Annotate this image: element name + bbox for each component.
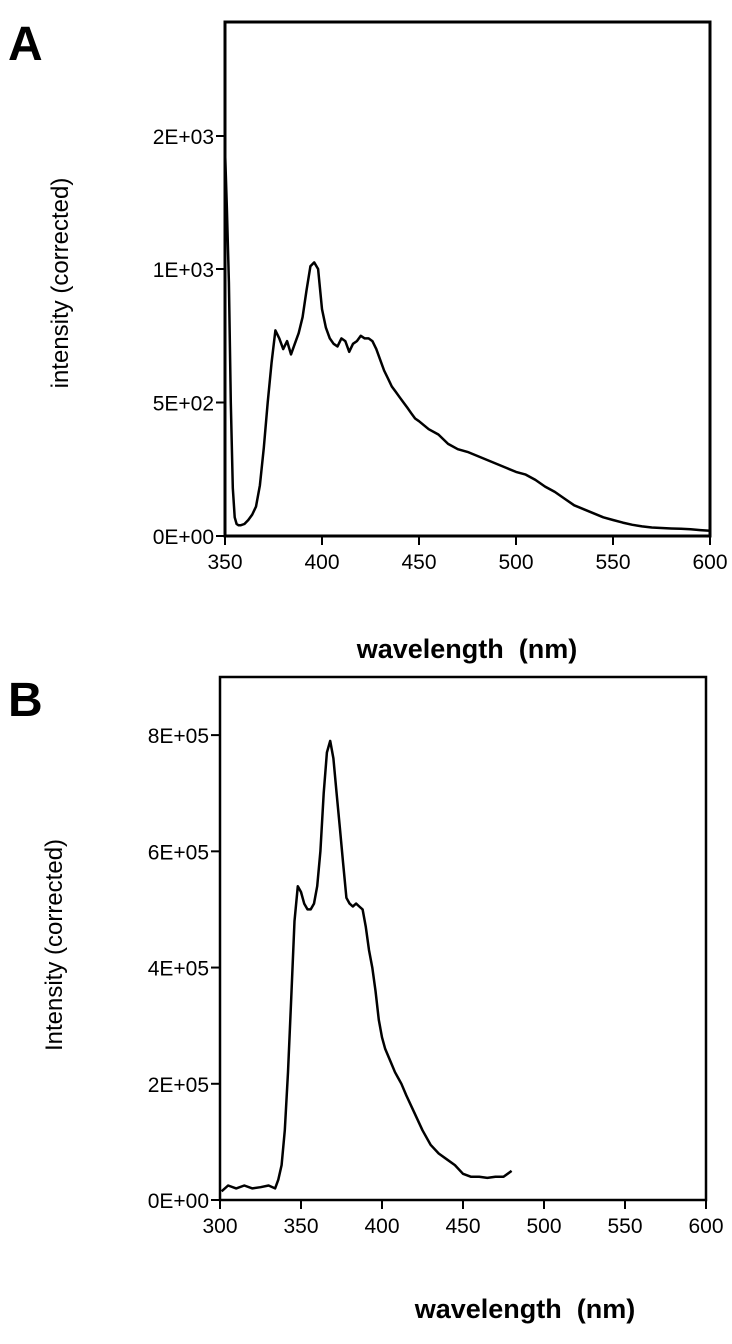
y-tick-label: 5E+02	[153, 393, 214, 416]
x-tick-label: 450	[445, 1215, 480, 1238]
panel-a-y-axis-label: intensity (corrected)	[47, 178, 74, 389]
x-tick-label: 450	[401, 551, 436, 574]
x-tick-label: 350	[207, 551, 242, 574]
panel-b-y-axis: 0E+00 2E+05 4E+05 6E+05 8E+05	[148, 725, 220, 1213]
panel-a-x-axis: 350 400 450 500 550 600	[207, 536, 728, 574]
y-tick-label: 2E+05	[148, 1074, 209, 1097]
x-tick-label: 600	[692, 551, 727, 574]
panel-a-y-axis: 0E+00 5E+02 1E+03 2E+03	[153, 126, 225, 549]
x-tick-label: 400	[304, 551, 339, 574]
panel-a-label: A	[8, 18, 43, 71]
panel-b-series-line	[220, 739, 513, 1193]
x-tick-label: 500	[498, 551, 533, 574]
x-tick-label: 300	[202, 1215, 237, 1238]
x-tick-label: 500	[526, 1215, 561, 1238]
y-tick-label: 1E+03	[153, 259, 214, 282]
panel-b-x-axis: 300 350 400 450 500 550 600	[202, 1200, 724, 1238]
x-tick-label: 600	[688, 1215, 723, 1238]
panel-b-y-axis-label: Intensity (corrected)	[41, 839, 68, 1051]
x-tick-label: 400	[364, 1215, 399, 1238]
y-tick-label: 2E+03	[153, 126, 214, 149]
y-tick-label: 0E+00	[148, 1190, 209, 1213]
panel-b-x-axis-label: wavelength (nm)	[414, 1294, 636, 1324]
panel-a-x-axis-label: wavelength (nm)	[356, 634, 578, 664]
x-tick-label: 550	[607, 1215, 642, 1238]
y-tick-label: 8E+05	[148, 725, 209, 748]
panel-a: A 350 400 450 500 550 600 0E+00 5E+02 1E+03 2E+0…	[8, 18, 728, 664]
panel-b: B 300 350 400 450 500 550 600 0E+00 2E+05 4E+05 6…	[8, 674, 724, 1324]
y-tick-label: 6E+05	[148, 841, 209, 864]
x-tick-label: 350	[283, 1215, 318, 1238]
panel-a-series-line	[223, 149, 711, 532]
x-tick-label: 550	[595, 551, 630, 574]
panel-b-label: B	[8, 674, 43, 727]
panel-a-plot-frame	[223, 20, 712, 538]
y-tick-label: 0E+00	[153, 526, 214, 549]
y-tick-label: 4E+05	[148, 958, 209, 981]
